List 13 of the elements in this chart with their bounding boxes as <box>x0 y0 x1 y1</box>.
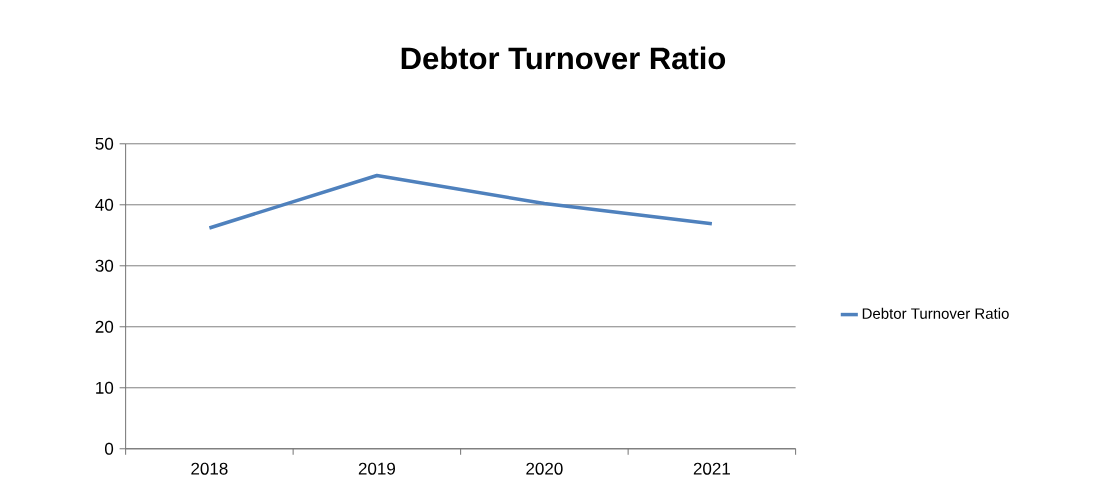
chart-title: Debtor Turnover Ratio <box>401 46 726 70</box>
y-tick-label: 50 <box>95 137 114 150</box>
y-tick-label: 10 <box>96 381 114 394</box>
y-tick-label: 0 <box>104 442 114 455</box>
y-tick-label: 30 <box>95 259 114 272</box>
line-series <box>207 173 714 230</box>
x-tick-label: 2018 <box>191 462 228 475</box>
x-tick-label: 2019 <box>358 462 395 475</box>
x-tick-label: 2020 <box>526 462 563 475</box>
y-tick-label: 40 <box>95 198 114 211</box>
legend-label: Debtor Turnover Ratio <box>862 307 1009 319</box>
y-tick-label: 20 <box>95 320 114 333</box>
x-tick-label: 2021 <box>693 462 730 475</box>
